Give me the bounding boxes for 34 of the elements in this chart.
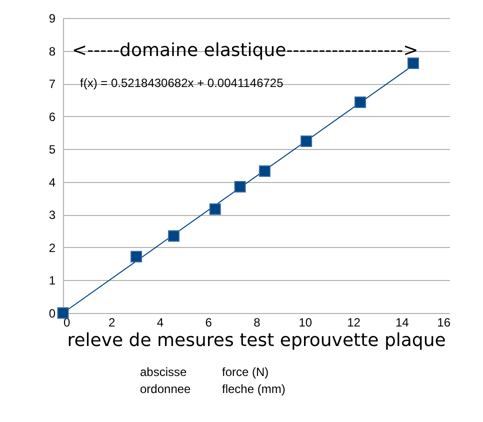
y-tick-label: 9 [48,12,56,26]
y-tick-label: 6 [48,110,56,124]
point [354,96,366,108]
text: abscisse [140,365,187,379]
x-tick-label: 8 [254,316,261,330]
text: releve de mesures test eprouvette plaque [67,330,446,351]
x-tick-label: 12 [347,316,361,330]
point [168,230,180,242]
y-tick-label: 8 [48,44,56,58]
text: force (N) [222,365,269,379]
point [234,181,246,193]
x-tick-label: 0 [64,316,70,330]
y-tick-label: 1 [48,274,56,288]
x-tick-label: 4 [156,316,164,330]
y-tick-label: 7 [48,77,56,92]
x-tick-label: 14 [395,316,410,330]
point [300,136,312,147]
y-tick-label: 5 [48,142,56,157]
point [130,250,142,262]
x-tick-label: 16 [437,316,451,330]
annotation: <-----domaine elastique------------------> [72,40,418,61]
point [258,165,270,177]
y-tick-label: 0 [48,306,56,320]
point [57,307,69,319]
x-tick-label: 6 [205,316,212,330]
x-tick-label: 2 [108,316,116,330]
y-tick-label: 2 [48,240,56,255]
text: fleche (mm) [222,382,286,396]
annotation: f(x) = 0.5218430682x + 0.0041146725 [80,76,284,90]
text: ordonnee [140,382,191,396]
y-tick-label: 4 [48,175,56,190]
point [209,203,221,215]
y-tick-label: 3 [48,208,56,222]
x-tick-label: 10 [298,316,312,330]
